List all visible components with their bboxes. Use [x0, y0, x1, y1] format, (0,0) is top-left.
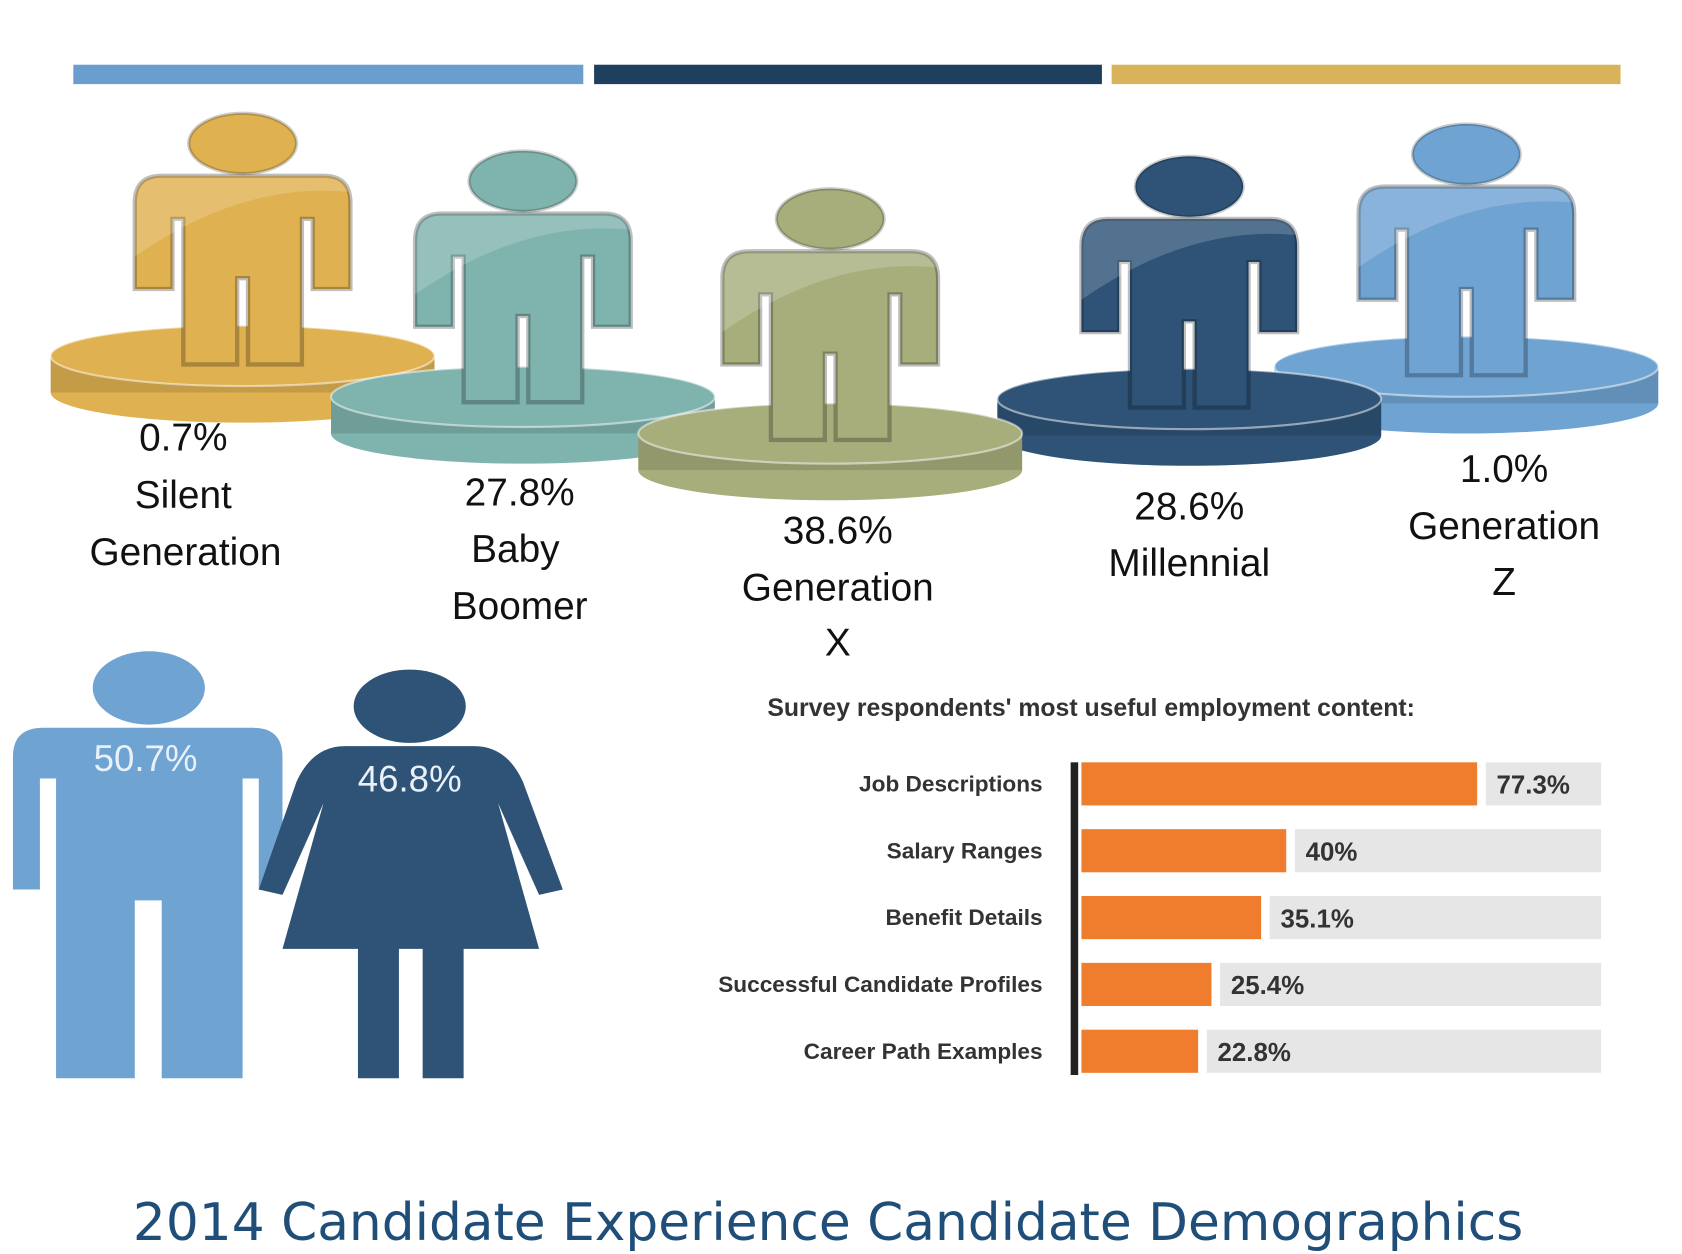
gen-name-millennial: Millennial: [1108, 542, 1270, 585]
content-bar-chart: Survey respondents' most useful employme…: [718, 695, 1602, 1075]
gen-percent-millennial: 28.6%: [1134, 486, 1244, 529]
gen-percent-boomer: 27.8%: [465, 472, 575, 515]
generation-figure-boomer: [329, 149, 716, 464]
pedestal-top: [329, 365, 716, 429]
bar-track: [1269, 896, 1602, 940]
generation-figure-genx: [637, 187, 1024, 501]
gen-name-genx-2: X: [825, 622, 851, 665]
gen-percent-silent: 0.7%: [139, 417, 227, 460]
category-label: Job Descriptions: [859, 771, 1043, 796]
generation-figure-genz: [1273, 122, 1660, 434]
gen-name-silent-2: Generation: [89, 531, 281, 574]
generation-labels: 0.7% Silent Generation 27.8% Baby Boomer…: [89, 417, 1600, 665]
pedestal-top: [1273, 335, 1660, 398]
category-label: Salary Ranges: [887, 838, 1043, 863]
bar-track: [1206, 1029, 1602, 1073]
female-figure-icon: [258, 669, 563, 1079]
value-label: 25.4%: [1231, 972, 1304, 1000]
gen-name-genz-1: Generation: [1408, 505, 1600, 548]
value-label: 40%: [1306, 838, 1358, 866]
bar-track: [1220, 962, 1602, 1006]
value-label: 35.1%: [1281, 905, 1354, 933]
top-bar-navy: [594, 64, 1102, 85]
person-icon: [1081, 154, 1297, 407]
pedestal-top: [49, 324, 436, 388]
bar: [1081, 896, 1262, 940]
bar-track: [1485, 762, 1602, 806]
top-bar-gold: [1111, 64, 1621, 85]
top-color-bars: [73, 64, 1621, 85]
female-percent: 46.8%: [358, 758, 462, 799]
gen-name-boomer-1: Baby: [471, 528, 560, 571]
gender-figures: 50.7% 46.8%: [12, 651, 563, 1079]
category-label: Benefit Details: [885, 905, 1042, 930]
bar: [1081, 829, 1287, 873]
generation-figure-millennial: [996, 154, 1383, 466]
person-icon: [1359, 122, 1575, 375]
category-label: Career Path Examples: [804, 1039, 1043, 1064]
pedestal-top: [637, 402, 1024, 465]
male-percent: 50.7%: [94, 738, 198, 779]
gen-name-genx-1: Generation: [742, 567, 934, 610]
value-label: 22.8%: [1218, 1039, 1291, 1067]
gen-percent-genx: 38.6%: [783, 509, 893, 552]
person-icon: [722, 187, 938, 440]
page-title: 2014 Candidate Experience Candidate Demo…: [133, 1193, 1523, 1253]
bar: [1081, 1029, 1199, 1073]
gen-name-boomer-2: Boomer: [452, 585, 588, 628]
bar-track: [1294, 829, 1602, 873]
bar: [1081, 962, 1212, 1006]
person-icon: [135, 111, 351, 364]
bar: [1081, 762, 1478, 806]
pedestal-top: [996, 367, 1383, 431]
gen-name-silent-1: Silent: [135, 474, 232, 517]
gen-percent-genz: 1.0%: [1460, 448, 1548, 491]
generation-figures: [49, 111, 1660, 501]
category-label: Successful Candidate Profiles: [718, 972, 1042, 997]
chart-axis: [1070, 762, 1079, 1075]
chart-title: Survey respondents' most useful employme…: [767, 695, 1415, 722]
top-bar-light-blue: [73, 64, 584, 85]
male-figure-icon: [12, 651, 283, 1079]
person-icon: [415, 149, 631, 402]
gen-name-genz-2: Z: [1492, 561, 1516, 604]
value-label: 77.3%: [1497, 772, 1570, 800]
